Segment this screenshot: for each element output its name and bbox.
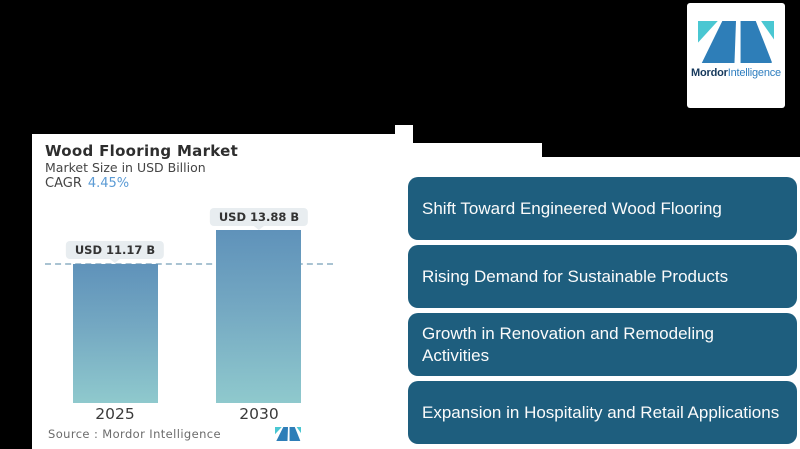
brand-wordmark: MordorIntelligence [687, 67, 785, 79]
highlight-label: Shift Toward Engineered Wood Flooring [422, 198, 722, 218]
bar-2025 [73, 263, 158, 403]
bar-chart-plot: USD 11.17 B USD 13.88 B 2025 2030 [32, 134, 408, 449]
cagr-value: 4.45% [87, 176, 130, 191]
highlight-box-engineered-wood: Shift Toward Engineered Wood Flooring [408, 177, 797, 240]
highlight-box-hospitality-retail: Expansion in Hospitality and Retail Appl… [408, 381, 797, 444]
value-label-text: USD 11.17 B [74, 243, 156, 258]
source-text: Source : Mordor Intelligence [48, 427, 221, 441]
highlight-label: Rising Demand for Sustainable Products [422, 266, 729, 286]
highlight-label: Growth in Renovation and Remodeling Acti… [422, 324, 715, 365]
value-label-text: USD 13.88 B [218, 209, 300, 224]
highlight-label: Expansion in Hospitality and Retail Appl… [422, 402, 780, 422]
value-label-2030: USD 13.88 B [209, 207, 309, 226]
brand-logo-card: MordorIntelligence [687, 3, 785, 108]
chart-card: Wood Flooring Market Market Size in USD … [32, 134, 408, 449]
reference-dashed-line [45, 262, 333, 265]
chart-cagr-row: CAGR 4.45% [45, 176, 129, 191]
highlight-box-sustainable-products: Rising Demand for Sustainable Products [408, 245, 797, 308]
mordor-logo-icon [698, 21, 774, 63]
cagr-label: CAGR [45, 176, 82, 191]
highlight-box-renovation-remodeling: Growth in Renovation and Remodeling Acti… [408, 313, 797, 376]
value-label-2025: USD 11.17 B [65, 241, 165, 260]
chart-title: Wood Flooring Market [45, 142, 239, 160]
brand-word-primary: Mordor [691, 67, 728, 79]
brand-word-secondary: Intelligence [727, 67, 781, 79]
mordor-logo-mini-icon [275, 427, 301, 441]
highlights-panel: Shift Toward Engineered Wood Flooring Ri… [400, 157, 800, 449]
category-label-2030: 2030 [239, 405, 279, 423]
category-label-2025: 2025 [95, 405, 135, 423]
chart-subtitle: Market Size in USD Billion [45, 160, 206, 175]
bar-2030 [216, 230, 301, 403]
